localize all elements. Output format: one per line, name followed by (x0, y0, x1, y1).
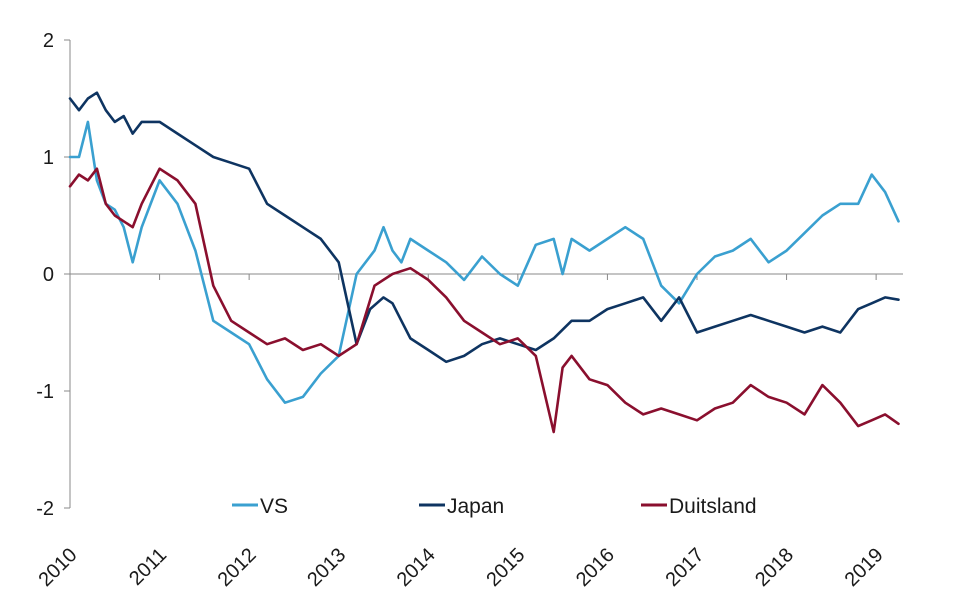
x-tick-label: 2014 (393, 544, 440, 591)
y-tick-label: 2 (43, 30, 54, 52)
series-line-vs (68, 120, 900, 405)
x-tick-label: 2015 (482, 544, 529, 591)
x-tick-label: 2013 (303, 544, 350, 591)
y-tick-label: -1 (36, 381, 54, 403)
legend-label: Duitsland (669, 495, 757, 518)
legend-item-vs: VS (232, 495, 288, 518)
x-tick-label: 2011 (125, 544, 171, 590)
series-line-duitsland (68, 167, 900, 434)
x-tick-label: 2019 (841, 544, 888, 591)
y-tick-label: 1 (43, 147, 54, 169)
series-lines (68, 91, 900, 434)
legend-label: Japan (447, 495, 504, 518)
legend-label: VS (260, 495, 288, 518)
x-tick-label: 2010 (35, 544, 82, 591)
legend-item-duitsland: Duitsland (641, 495, 757, 518)
y-tick-label: -2 (36, 498, 54, 520)
x-tick-label: 2016 (572, 544, 619, 591)
y-tick-labels: -2 -1 0 1 2 (36, 30, 54, 520)
x-tick-label: 2017 (662, 544, 709, 591)
series-line-japan (68, 91, 900, 364)
legend-item-japan: Japan (419, 495, 504, 518)
legend: VS Japan Duitsland (232, 495, 757, 518)
x-tick-label: 2012 (214, 544, 261, 591)
x-tick-labels: 2010 2011 2012 2013 2014 2015 2016 2017 2018 2019 (35, 544, 888, 591)
y-tick-label: 0 (43, 264, 54, 286)
x-tick-label: 2018 (751, 544, 798, 591)
axes (64, 39, 903, 509)
